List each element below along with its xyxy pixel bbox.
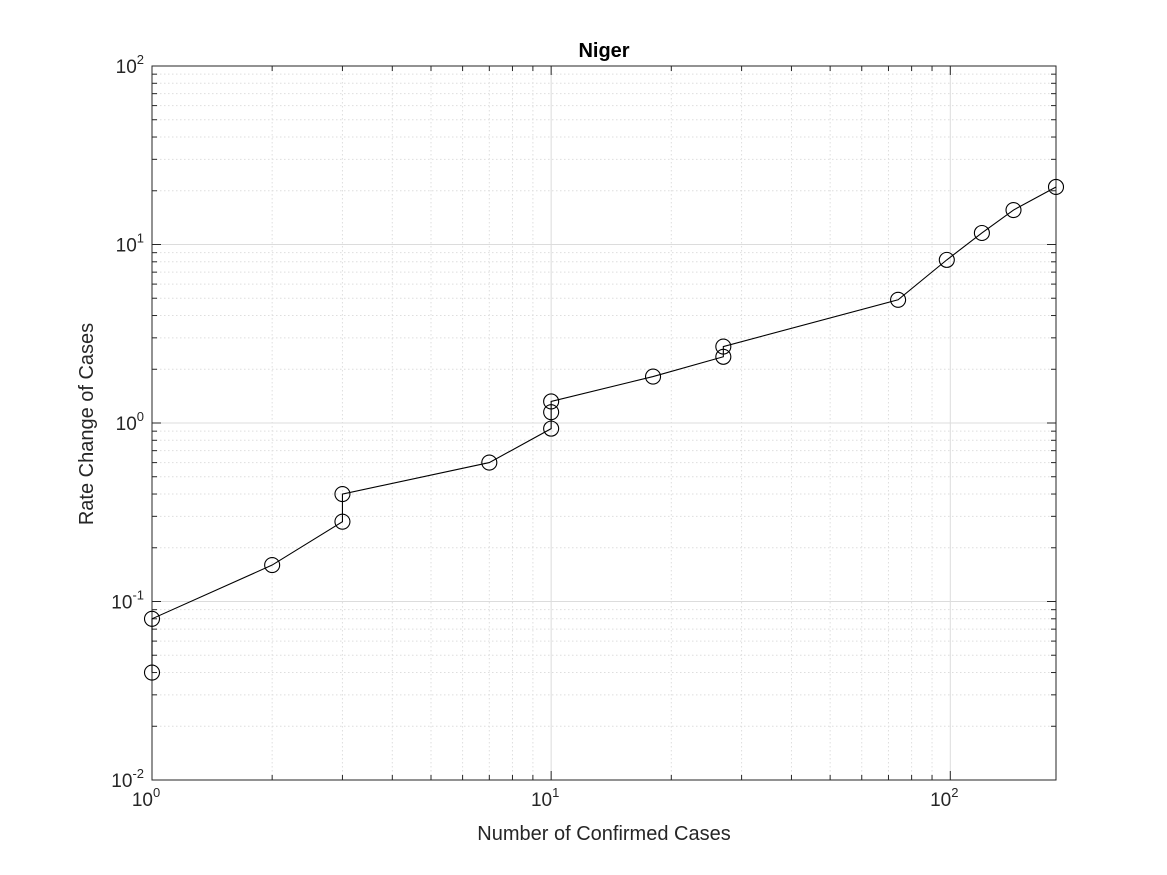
data-point: [481, 454, 498, 471]
data-point: [543, 393, 560, 410]
x-tick-labels: 100 101 102: [132, 785, 959, 811]
x-axis-label: Number of Confirmed Cases: [477, 823, 730, 845]
data-point: [264, 557, 281, 574]
data-point: [715, 338, 732, 355]
tick-marks: [151, 65, 1056, 781]
y-tick-label: 10-1: [111, 588, 144, 614]
y-tick-label: 100: [116, 409, 144, 435]
y-tick-label: 102: [116, 52, 144, 78]
data-point: [543, 420, 560, 437]
chart-title: Niger: [578, 40, 629, 62]
y-tick-labels: 10-2 10-1 100 101 102: [111, 52, 144, 792]
x-tick-label: 102: [930, 785, 958, 811]
data-point: [543, 404, 560, 421]
data-point: [334, 513, 351, 530]
y-axis-label: Rate Change of Cases: [76, 323, 98, 525]
y-tick-label: 10-2: [111, 766, 144, 792]
x-tick-label: 100: [132, 785, 160, 811]
data-point: [334, 485, 351, 503]
data-point: [890, 291, 907, 308]
x-tick-label: 101: [531, 785, 559, 811]
data-point: [715, 348, 732, 365]
data-point: [1047, 178, 1065, 196]
data-point: [143, 664, 161, 681]
data-point: [143, 610, 161, 627]
data-point: [973, 224, 990, 242]
data-point: [1005, 201, 1022, 219]
series-line: [151, 186, 1057, 673]
data-point: [938, 251, 955, 268]
data-markers: [143, 178, 1065, 681]
data-point: [644, 368, 662, 385]
y-tick-label: 101: [116, 231, 144, 257]
